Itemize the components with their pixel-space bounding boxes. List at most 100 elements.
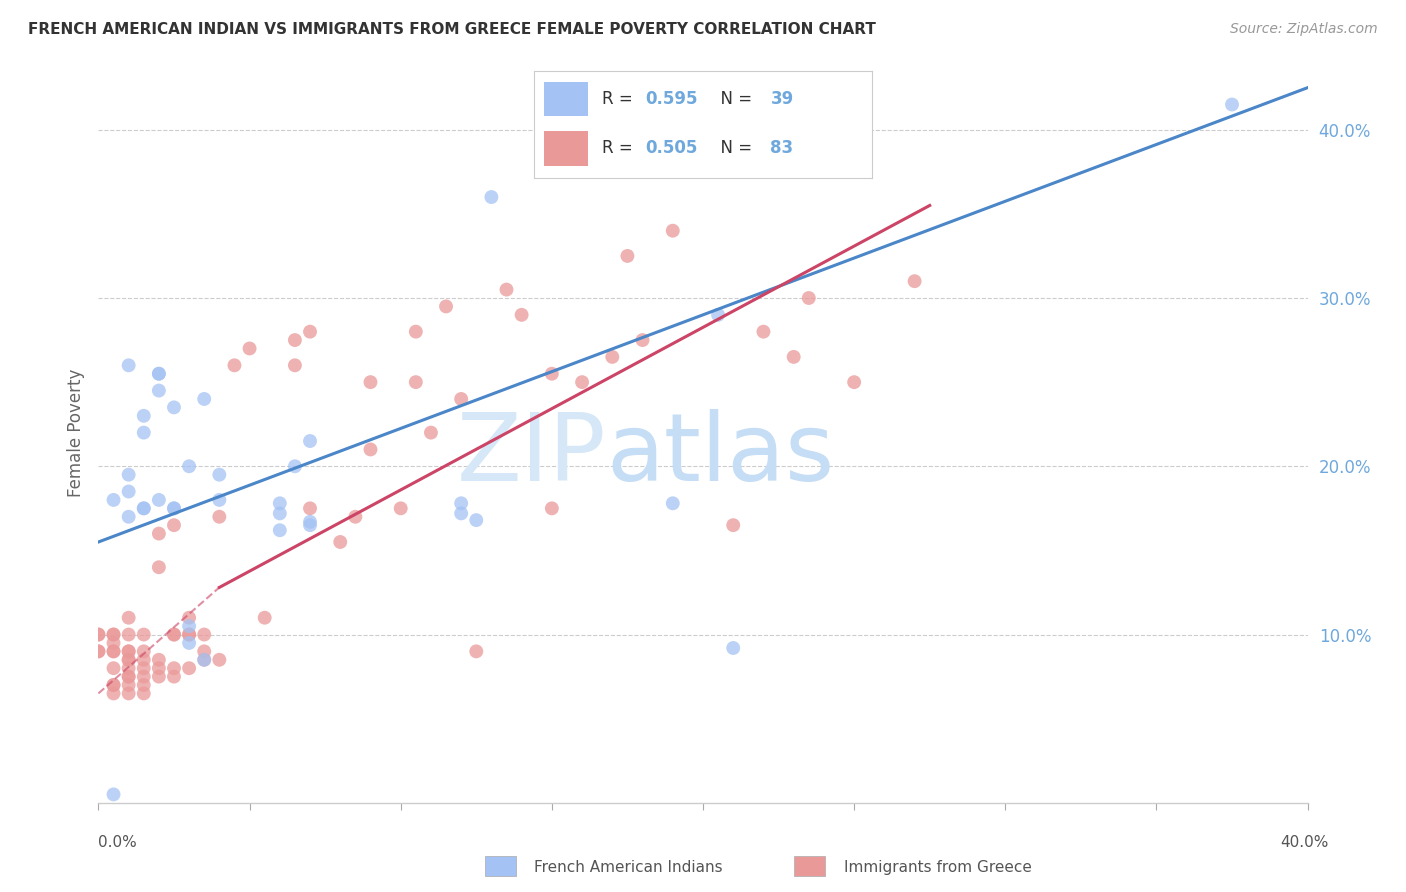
Text: 0.595: 0.595 [645,90,699,108]
Point [163,627,186,641]
Point [148,670,170,684]
Point [420,425,443,440]
Y-axis label: Female Poverty: Female Poverty [66,368,84,497]
Point [193,392,215,406]
Point [661,496,683,510]
Text: 0.0%: 0.0% [98,836,138,850]
Point [723,518,745,533]
Point [661,224,683,238]
Point [87,644,110,658]
Point [132,653,155,667]
Point [118,644,141,658]
Text: N =: N = [710,139,756,157]
Point [163,661,186,675]
Point [103,678,125,692]
Point [132,409,155,423]
Point [269,496,291,510]
Point [132,686,155,700]
Point [87,644,110,658]
Point [148,560,170,574]
Point [193,653,215,667]
Point [179,459,201,474]
Point [163,501,186,516]
Point [118,359,141,373]
Point [118,627,141,641]
Point [103,644,125,658]
Point [540,367,562,381]
Point [208,467,231,482]
Point [118,661,141,675]
Point [269,523,291,537]
Point [602,350,624,364]
Point [224,359,246,373]
Point [118,509,141,524]
Text: Immigrants from Greece: Immigrants from Greece [844,860,1032,874]
Text: French American Indians: French American Indians [534,860,723,874]
Point [193,627,215,641]
Point [103,686,125,700]
Text: 40.0%: 40.0% [1281,836,1329,850]
Point [253,610,276,624]
Point [118,467,141,482]
Point [148,492,170,507]
Point [118,670,141,684]
Point [481,190,503,204]
Text: 39: 39 [770,90,794,108]
Point [450,392,472,406]
Point [132,661,155,675]
Point [844,375,866,389]
Text: 0.505: 0.505 [645,139,697,157]
Point [193,644,215,658]
Point [148,367,170,381]
Point [450,507,472,521]
Point [540,501,562,516]
Point [118,678,141,692]
FancyBboxPatch shape [544,131,588,166]
Text: ZIP: ZIP [457,409,606,500]
Point [118,670,141,684]
Point [132,425,155,440]
FancyBboxPatch shape [544,82,588,116]
Point [360,375,382,389]
Point [179,661,201,675]
Point [193,653,215,667]
Point [163,670,186,684]
Point [118,653,141,667]
Point [360,442,382,457]
Point [132,627,155,641]
Point [269,507,291,521]
Point [87,627,110,641]
Point [163,518,186,533]
Point [163,627,186,641]
Point [132,501,155,516]
Point [103,644,125,658]
Text: N =: N = [710,90,756,108]
Point [405,375,427,389]
Point [616,249,638,263]
Point [118,644,141,658]
Point [284,359,307,373]
Point [148,653,170,667]
Point [344,509,367,524]
Text: atlas: atlas [606,409,835,500]
Point [510,308,533,322]
Point [148,367,170,381]
Point [904,274,927,288]
Text: 83: 83 [770,139,793,157]
Point [163,501,186,516]
Point [752,325,775,339]
Point [132,678,155,692]
Point [723,640,745,655]
Point [132,501,155,516]
Point [1220,97,1243,112]
Point [299,325,322,339]
Point [434,300,457,314]
Text: Source: ZipAtlas.com: Source: ZipAtlas.com [1230,22,1378,37]
Point [103,627,125,641]
Point [87,627,110,641]
Point [103,492,125,507]
Point [284,459,307,474]
Point [132,670,155,684]
Point [299,501,322,516]
Text: R =: R = [602,90,638,108]
